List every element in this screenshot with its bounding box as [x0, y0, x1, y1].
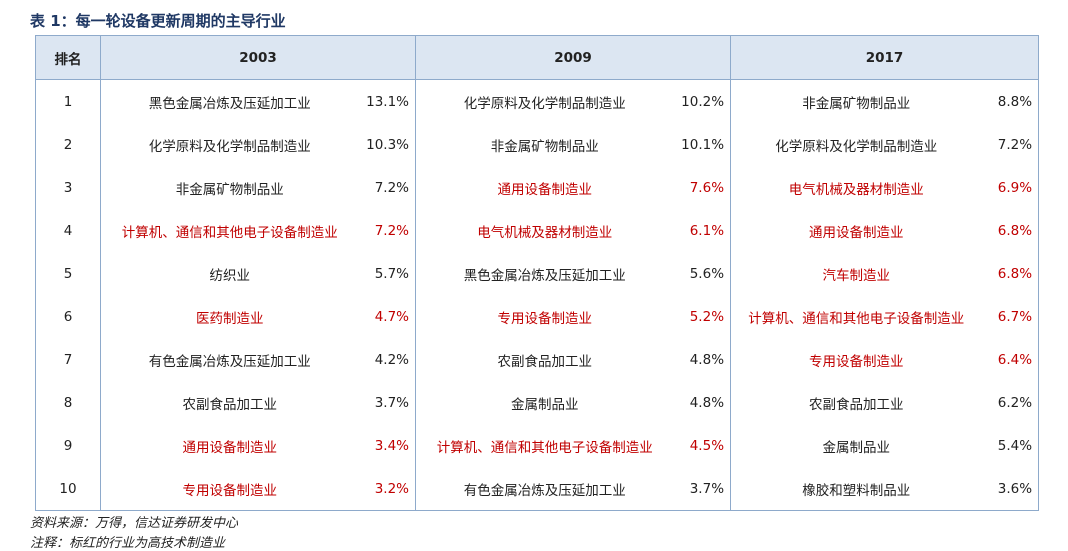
industry-cell: 汽车制造业 [822, 267, 891, 284]
share-cell: 6.7% [981, 295, 1040, 338]
share-cell: 7.6% [673, 166, 732, 209]
table-row: 8 农副食品加工业 3.7% 金属制品业 4.8% 农副食品加工业 6.2% [35, 381, 1040, 424]
industry-cell: 专用设备制造业 [182, 482, 278, 499]
rank-cell: 3 [35, 166, 101, 209]
share-cell: 3.6% [981, 467, 1040, 511]
share-cell: 7.2% [981, 123, 1040, 166]
share-cell: 6.8% [981, 252, 1040, 295]
industry-cell: 黑色金属冶炼及压延加工业 [148, 95, 311, 112]
table: 排名 2003 2009 2017 1 黑色金属冶炼及压延加工业 13.1% 化学原料及化学… [35, 35, 1040, 511]
industry-cell: 非金属矿物制品业 [802, 95, 911, 112]
industry-cell: 通用设备制造业 [182, 439, 278, 456]
industry-cell: 金属制品业 [822, 439, 891, 456]
share-cell: 7.2% [358, 209, 417, 252]
rank-cell: 4 [35, 209, 101, 252]
share-cell: 3.4% [358, 424, 417, 467]
share-cell: 4.5% [673, 424, 732, 467]
share-cell: 6.4% [981, 338, 1040, 381]
table-row: 4 计算机、通信和其他电子设备制造业 7.2% 电气机械及器材制造业 6.1% 通用设备制… [35, 209, 1040, 252]
industry-cell: 通用设备制造业 [809, 224, 904, 241]
share-cell: 6.8% [981, 209, 1040, 252]
industry-cell: 有色金属冶炼及压延加工业 [148, 353, 311, 370]
industry-cell: 专用设备制造业 [809, 353, 904, 370]
share-cell: 5.6% [673, 252, 732, 295]
rank-cell: 2 [35, 123, 101, 166]
table-row: 10 专用设备制造业 3.2% 有色金属冶炼及压延加工业 3.7% 橡胶和塑料制品业 3.6… [35, 467, 1040, 511]
share-cell: 6.2% [981, 381, 1040, 424]
header-cell: 2017 [730, 35, 1040, 80]
industry-cell: 专用设备制造业 [497, 310, 593, 327]
table-title: 表 1：每一轮设备更新周期的主导行业 [30, 12, 286, 30]
header-row: 排名 2003 2009 2017 [35, 35, 1040, 80]
share-cell: 5.4% [981, 424, 1040, 467]
rank-cell: 6 [35, 295, 101, 338]
table-row: 1 黑色金属冶炼及压延加工业 13.1% 化学原料及化学制品制造业 10.2% 非金属矿物… [35, 79, 1040, 123]
industry-cell: 计算机、通信和其他电子设备制造业 [121, 224, 338, 241]
industry-cell: 黑色金属冶炼及压延加工业 [463, 267, 626, 284]
table-row: 3 非金属矿物制品业 7.2% 通用设备制造业 7.6% 电气机械及器材制造业 6.9% [35, 166, 1040, 209]
industry-cell: 通用设备制造业 [497, 181, 593, 198]
share-cell: 10.1% [673, 123, 732, 166]
share-cell: 3.2% [358, 467, 417, 511]
industry-cell: 有色金属冶炼及压延加工业 [463, 482, 626, 499]
share-cell: 3.7% [673, 467, 732, 511]
share-cell: 4.7% [358, 295, 417, 338]
share-cell: 10.2% [673, 79, 732, 123]
table-row: 7 有色金属冶炼及压延加工业 4.2% 农副食品加工业 4.8% 专用设备制造业 6.4% [35, 338, 1040, 381]
share-cell: 10.3% [358, 123, 417, 166]
table-row: 5 纺织业 5.7% 黑色金属冶炼及压延加工业 5.6% 汽车制造业 6.8% [35, 252, 1040, 295]
rank-cell: 10 [35, 467, 101, 511]
rank-cell: 1 [35, 79, 101, 123]
share-cell: 4.8% [673, 338, 732, 381]
rank-cell: 8 [35, 381, 101, 424]
rank-cell: 9 [35, 424, 101, 467]
share-cell: 8.8% [981, 79, 1040, 123]
share-cell: 7.2% [358, 166, 417, 209]
industry-cell: 医药制造业 [196, 310, 264, 327]
industry-cell: 化学原料及化学制品制造业 [148, 138, 311, 155]
industry-cell: 电气机械及器材制造业 [477, 224, 613, 241]
industry-cell: 纺织业 [209, 267, 251, 284]
industry-cell: 农副食品加工业 [809, 396, 904, 413]
industry-cell: 化学原料及化学制品制造业 [463, 95, 626, 112]
share-cell: 6.1% [673, 209, 732, 252]
share-cell: 5.2% [673, 295, 732, 338]
share-cell: 13.1% [358, 79, 417, 123]
industry-cell: 金属制品业 [511, 396, 579, 413]
industry-cell: 橡胶和塑料制品业 [802, 482, 911, 499]
industry-cell: 农副食品加工业 [497, 353, 593, 370]
industry-cell: 计算机、通信和其他电子设备制造业 [748, 310, 965, 327]
industry-cell: 农副食品加工业 [182, 396, 278, 413]
header-cell: 排名 [35, 35, 101, 80]
industry-cell: 电气机械及器材制造业 [788, 181, 924, 198]
rank-cell: 7 [35, 338, 101, 381]
header-cell: 2009 [415, 35, 732, 80]
share-cell: 3.7% [358, 381, 417, 424]
industry-cell: 化学原料及化学制品制造业 [775, 138, 938, 155]
table-row: 9 通用设备制造业 3.4% 计算机、通信和其他电子设备制造业 4.5% 金属制品业 5.4… [35, 424, 1040, 467]
source-note: 资料来源：万得，信达证券研发中心 [30, 516, 239, 531]
share-cell: 4.8% [673, 381, 732, 424]
industry-cell: 非金属矿物制品业 [175, 181, 284, 198]
header-cell: 2003 [99, 35, 417, 80]
share-cell: 4.2% [358, 338, 417, 381]
rank-cell: 5 [35, 252, 101, 295]
footnote: 注释：标红的行业为高技术制造业 [30, 536, 226, 551]
table-row: 6 医药制造业 4.7% 专用设备制造业 5.2% 计算机、通信和其他电子设备制造业 6.7… [35, 295, 1040, 338]
industry-cell: 计算机、通信和其他电子设备制造业 [436, 439, 653, 456]
table-row: 2 化学原料及化学制品制造业 10.3% 非金属矿物制品业 10.1% 化学原料及化学制品… [35, 123, 1040, 166]
share-cell: 6.9% [981, 166, 1040, 209]
industry-cell: 非金属矿物制品业 [490, 138, 599, 155]
share-cell: 5.7% [358, 252, 417, 295]
